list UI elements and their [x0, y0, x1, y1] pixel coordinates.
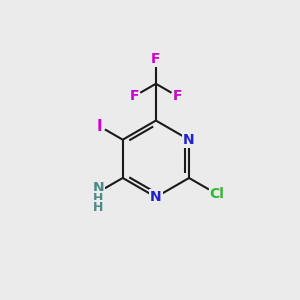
Text: F: F — [173, 89, 182, 103]
Text: F: F — [130, 89, 139, 103]
Text: Cl: Cl — [210, 187, 224, 201]
Text: N: N — [183, 133, 195, 147]
Text: I: I — [97, 119, 103, 134]
Text: N: N — [150, 190, 162, 204]
Text: N: N — [93, 182, 104, 195]
Text: H: H — [93, 192, 104, 205]
Text: F: F — [151, 52, 160, 66]
Text: H: H — [93, 201, 104, 214]
